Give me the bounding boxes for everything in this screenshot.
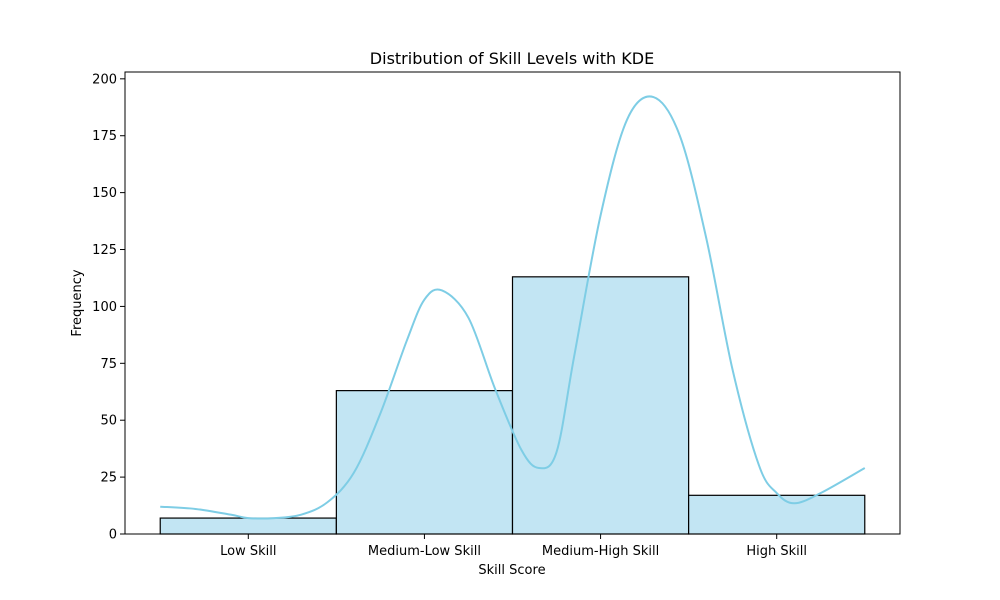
bar [688,494,866,535]
x-axis: Low Skill Medium-Low Skill Medium-High Ski… [220,534,807,559]
bar [511,276,690,535]
y-tick-label: 75 [100,357,117,372]
y-tick-label: 50 [100,414,117,429]
bar [159,517,337,535]
plot-frame [124,71,901,535]
kde-curve [160,95,866,520]
x-tick-label: Medium-Low Skill [368,544,481,559]
y-tick-label: 150 [92,186,117,201]
y-axis-label: Frequency [70,269,85,336]
y-tick-label: 200 [92,72,117,87]
chart-title: Distribution of Skill Levels with KDE [370,49,654,68]
x-tick-label: Medium-High Skill [542,544,659,559]
y-tick-label: 25 [100,471,117,486]
x-tick-label: High Skill [746,544,807,559]
x-tick-label: Low Skill [220,544,276,559]
bars-group [159,276,866,535]
x-axis-label: Skill Score [478,563,545,578]
y-tick-label: 175 [92,129,117,144]
y-tick-label: 100 [92,300,117,315]
y-tick-label: 0 [109,528,117,543]
y-tick-label: 125 [92,243,117,258]
y-axis: 0 25 50 75 100 125 150 175 200 [92,72,125,543]
bar [335,390,514,535]
